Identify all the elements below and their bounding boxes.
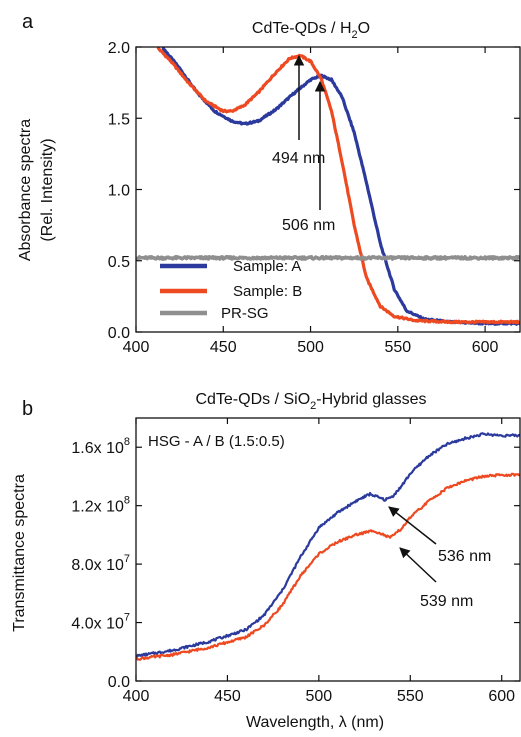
- x-tick-label: 400: [123, 339, 150, 356]
- panel-a-ticks: 400 450 500 550 600 0.0 0.5 1.0 1.5 2.0: [108, 40, 520, 356]
- x-tick-label: 400: [123, 688, 150, 705]
- panel-a-plot-area: [136, 47, 520, 326]
- panel-b-ylabel: Transmittance spectra: [11, 474, 28, 632]
- panel-a-title-main: CdTe-QDs / H: [252, 20, 352, 37]
- series-line-hsg-a: [136, 432, 520, 659]
- y-tick-label: 8.0x 107: [71, 553, 130, 574]
- panel-b-title-end: -Hybrid glasses: [316, 391, 426, 408]
- series-line-pr-sg: [136, 254, 520, 261]
- panel-a-annotations: 494 nm 506 nm: [272, 54, 335, 234]
- panel-b: b CdTe-QDs / SiO2-Hybrid glasses Transmi…: [11, 391, 521, 731]
- x-tick-label: 500: [306, 688, 333, 705]
- panel-b-annotations: 536 nm 539 nm: [388, 506, 491, 610]
- legend-entry-pr-sg: PR-SG: [221, 305, 269, 322]
- panel-a-ylabel-line2: (Rel. Intensity): [39, 138, 56, 241]
- panel-a-title-end: O: [358, 20, 370, 37]
- panel-a-series-group: [136, 47, 520, 326]
- y-tick-label: 1.5: [108, 111, 130, 128]
- annotation-label: 506 nm: [282, 217, 335, 234]
- panel-b-axes-frame: [135, 417, 521, 682]
- series-line-sample-b: [156, 47, 520, 325]
- annotation-arrow: [399, 547, 437, 583]
- y-tick-label: 1.6x 108: [71, 436, 130, 457]
- x-tick-label: 450: [214, 688, 241, 705]
- y-tick-label: 0.0: [108, 325, 130, 342]
- panel-b-letter: b: [22, 398, 33, 420]
- x-tick-label: 600: [472, 339, 499, 356]
- panel-a: a CdTe-QDs / H2O Absorbance spectra (Rel…: [17, 11, 521, 356]
- panel-a-title: CdTe-QDs / H2O: [252, 20, 370, 41]
- panel-b-title-sub: 2: [310, 400, 316, 412]
- panel-b-plot-area: [136, 432, 520, 661]
- panel-a-ylabel-line1: Absorbance spectra: [17, 119, 34, 261]
- x-tick-label: 550: [384, 339, 411, 356]
- y-tick-label: 1.2x 108: [71, 495, 130, 516]
- annotation-label: 536 nm: [438, 548, 491, 565]
- panel-b-xlabel: Wavelength, λ (nm): [246, 714, 384, 731]
- annotation-label: 539 nm: [420, 593, 473, 610]
- panel-a-title-sub: 2: [352, 29, 358, 41]
- y-tick-label: 1.0: [108, 183, 130, 200]
- annotation-arrow: [388, 506, 437, 545]
- series-line-sample-a: [161, 47, 520, 326]
- x-tick-label: 450: [210, 339, 237, 356]
- annotation-label: 494 nm: [272, 150, 325, 167]
- panel-b-title: CdTe-QDs / SiO2-Hybrid glasses: [195, 391, 426, 412]
- y-tick-label: 0.0: [108, 674, 130, 691]
- y-tick-label: 4.0x 107: [71, 612, 130, 633]
- panel-b-series-group: [136, 432, 520, 661]
- legend-entry-sample-a: Sample: A: [233, 258, 301, 275]
- x-tick-label: 500: [297, 339, 324, 356]
- panel-b-title-main: CdTe-QDs / SiO: [195, 391, 310, 408]
- panel-b-ticks: 400 450 500 550 600 0.0 4.0x 107 8.0x 107 1.2x 1…: [71, 418, 520, 705]
- y-tick-label: 2.0: [108, 40, 130, 57]
- legend-entry-sample-b: Sample: B: [233, 283, 302, 300]
- panel-b-inset-label: HSG - A / B (1.5:0.5): [148, 433, 285, 450]
- series-line-hsg-b: [136, 472, 520, 661]
- panel-a-legend: Sample: A Sample: B PR-SG: [160, 258, 302, 322]
- x-tick-label: 600: [488, 688, 515, 705]
- panel-a-axes-frame: [135, 46, 521, 333]
- x-tick-label: 550: [397, 688, 424, 705]
- y-tick-label: 0.5: [108, 254, 130, 271]
- panel-a-letter: a: [22, 11, 34, 33]
